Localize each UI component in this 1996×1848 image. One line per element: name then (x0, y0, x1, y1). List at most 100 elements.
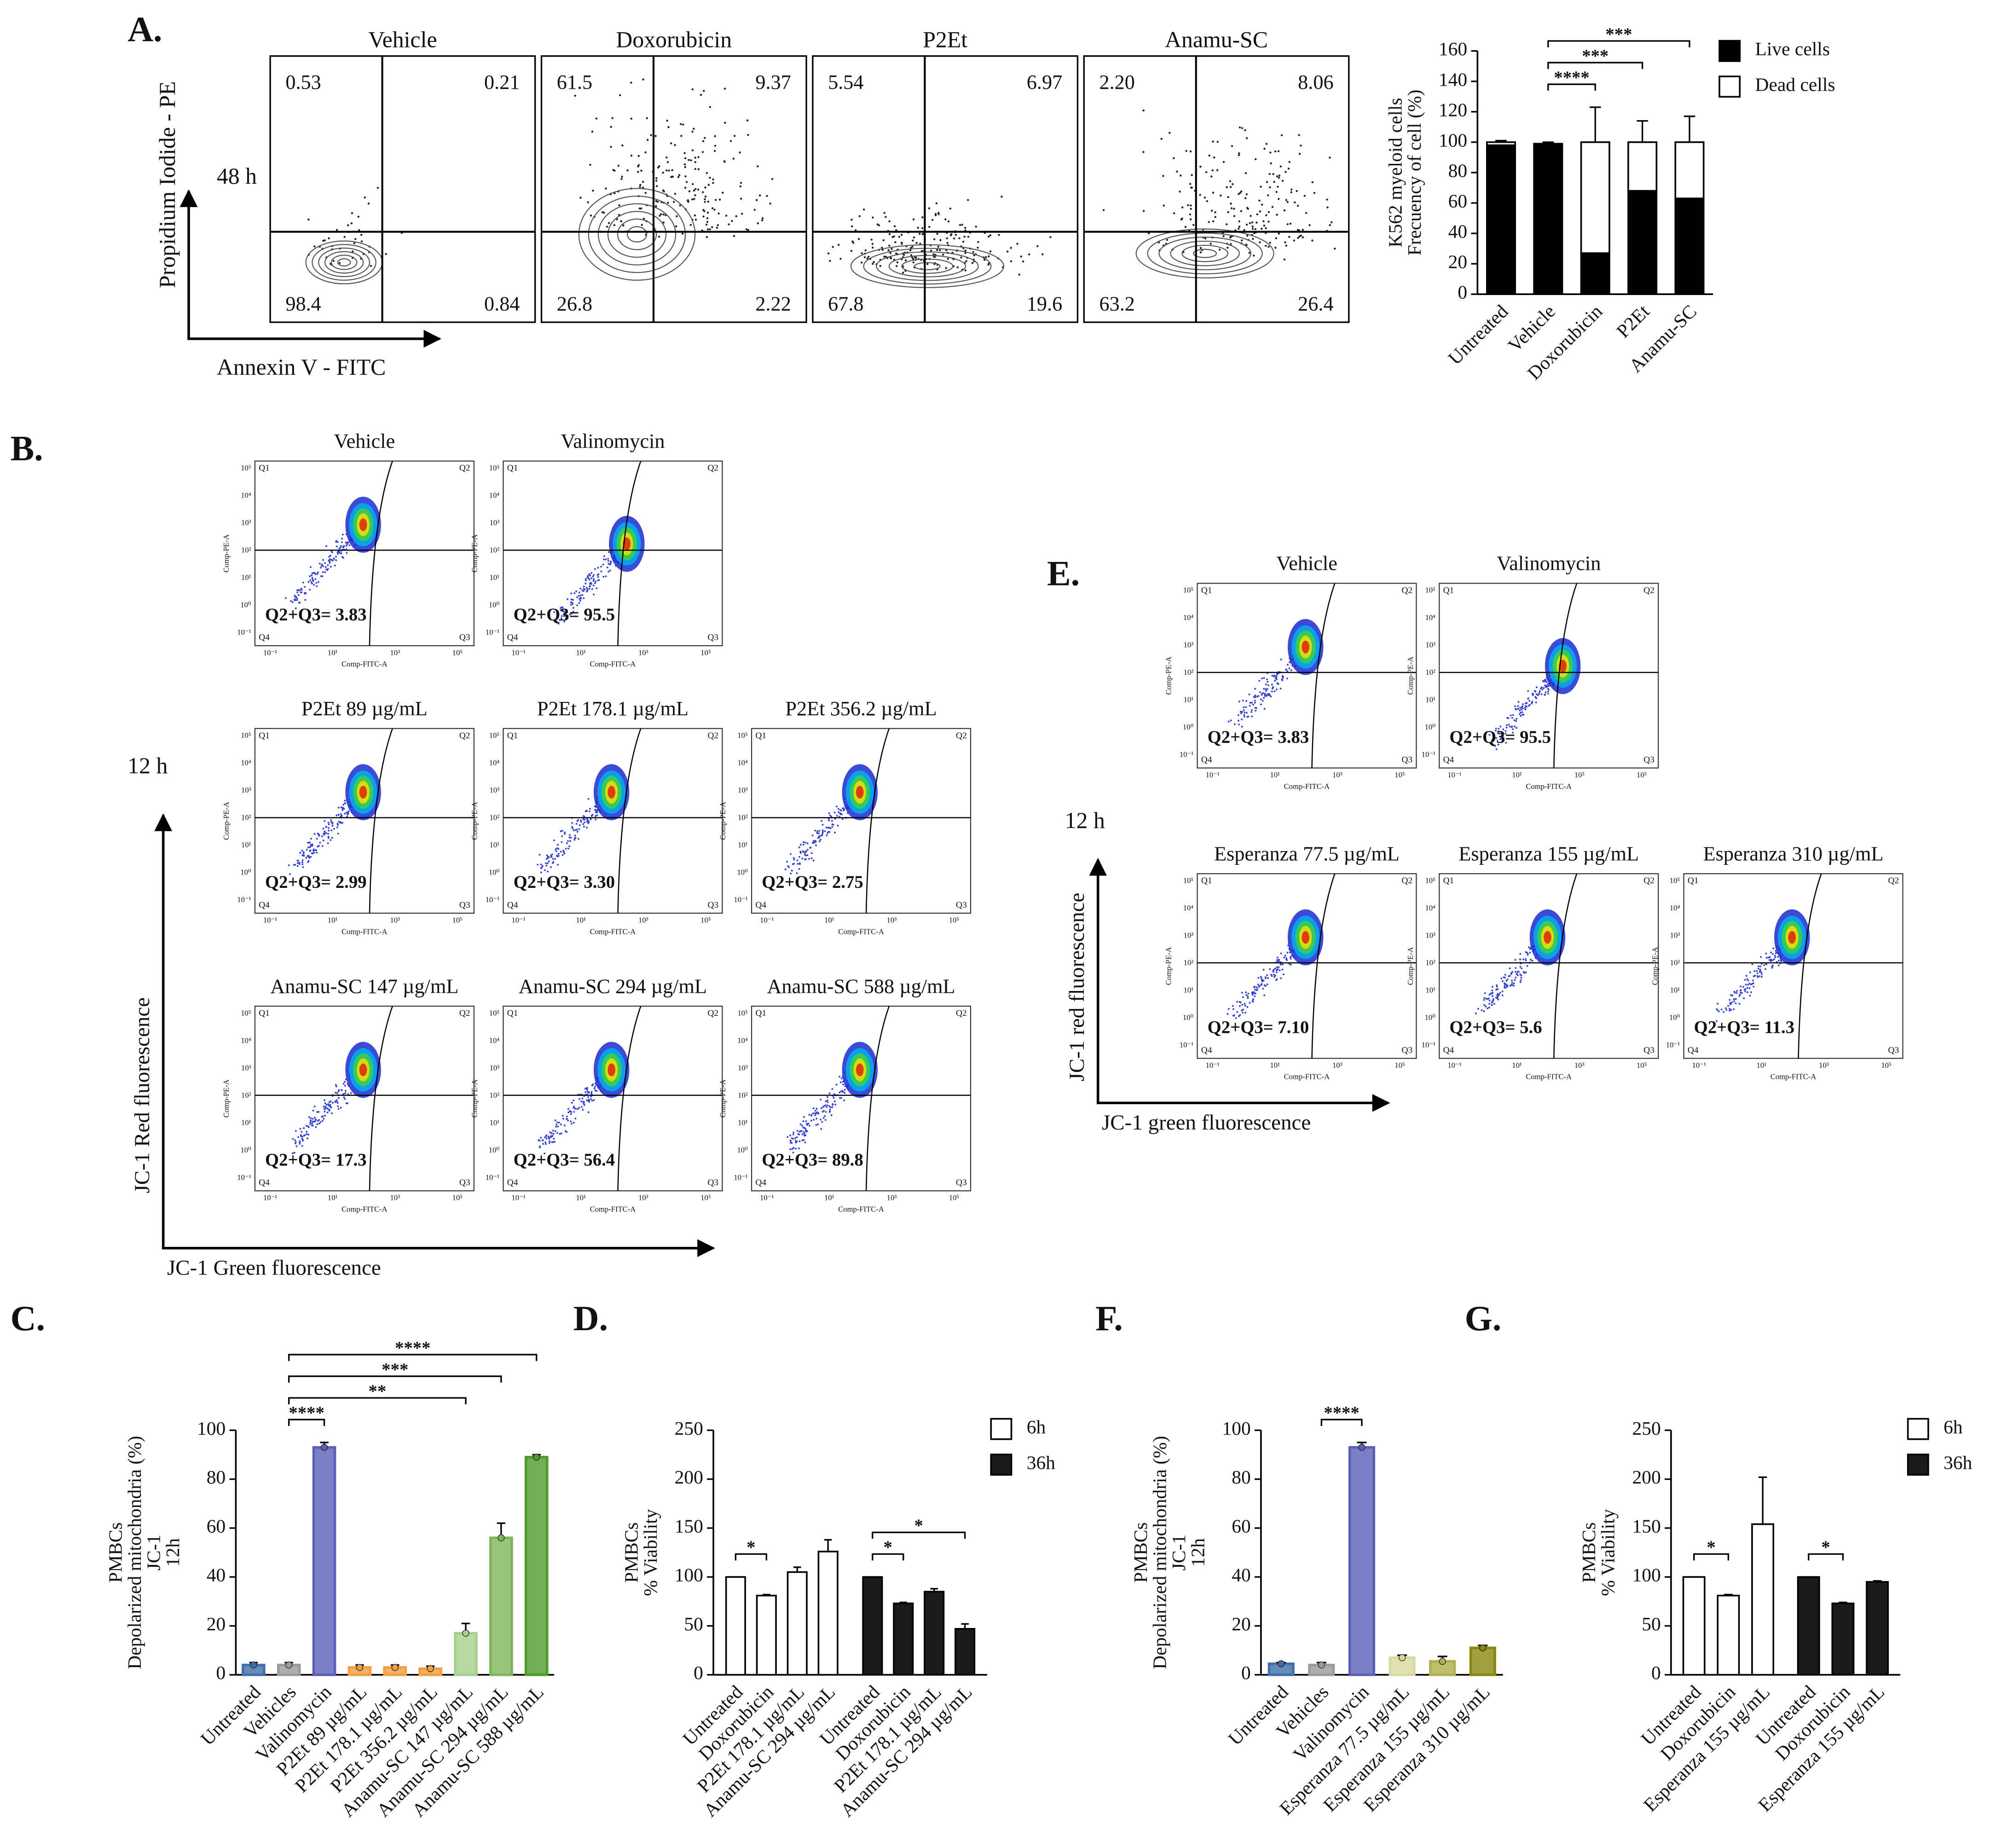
event-dot (1230, 203, 1232, 205)
y-tick-label: 100 (197, 1418, 226, 1439)
event-dot (953, 238, 955, 240)
event-dot (335, 1092, 336, 1094)
event-dot (786, 861, 788, 863)
event-dot (798, 846, 800, 849)
contour (850, 244, 1005, 288)
event-dot (342, 546, 345, 549)
quadrant-value: 5.54 (828, 71, 863, 93)
event-dot (1272, 173, 1274, 175)
event-dot (960, 256, 962, 259)
event-dot (1238, 226, 1241, 228)
event-dot (1276, 959, 1278, 961)
event-dot (989, 250, 992, 253)
y-tick-label: 10² (738, 813, 748, 822)
event-dot (1278, 176, 1280, 179)
event-dot (965, 260, 967, 262)
event-dot (548, 1142, 550, 1144)
event-dot (1251, 709, 1253, 711)
significance-bracket (735, 1553, 767, 1561)
event-dot (324, 1115, 326, 1117)
event-dot (1278, 960, 1280, 962)
event-dot (1532, 693, 1534, 695)
axis-name: Comp-PE-A (718, 1079, 727, 1118)
event-dot (342, 1093, 345, 1095)
bar (1797, 1576, 1820, 1676)
event-dot (1241, 239, 1243, 242)
event-dot (1280, 134, 1283, 137)
legend-swatch (1718, 75, 1741, 98)
event-dot (806, 1130, 808, 1132)
event-dot (883, 212, 885, 214)
event-dot (1545, 686, 1547, 689)
density-core (607, 786, 615, 799)
event-dot (567, 1119, 569, 1122)
flow-plot-frame (503, 728, 723, 914)
event-dot (1199, 194, 1201, 196)
event-dot (1544, 684, 1546, 687)
event-dot (1229, 186, 1232, 188)
event-dot (1227, 1013, 1229, 1015)
event-dot (297, 862, 299, 864)
contour (617, 218, 657, 250)
event-dot (554, 619, 556, 621)
event-dot (573, 1099, 575, 1101)
event-dot (317, 846, 318, 848)
event-dot (562, 1118, 564, 1120)
event-dot (656, 201, 659, 203)
event-dot (1286, 201, 1289, 203)
quadrant-name: Q3 (707, 633, 718, 643)
event-dot (607, 222, 610, 224)
event-dot (1521, 711, 1523, 713)
event-dot (693, 189, 695, 192)
event-dot (792, 1151, 794, 1153)
data-point (1318, 1661, 1325, 1669)
event-dot (1313, 191, 1316, 194)
event-dot (740, 182, 742, 184)
event-dot (580, 1100, 582, 1102)
event-dot (1526, 965, 1528, 967)
significance-bracket (1547, 40, 1690, 47)
event-dot (797, 863, 799, 865)
event-dot (553, 611, 555, 613)
x-tick-label: 10³ (638, 1193, 648, 1202)
event-dot (337, 1108, 340, 1110)
event-dot (671, 175, 674, 178)
event-dot (1266, 974, 1268, 976)
event-dot (310, 838, 312, 840)
event-dot (1495, 727, 1497, 730)
event-dot (341, 541, 343, 543)
event-dot (1257, 695, 1260, 697)
event-dot (336, 1092, 338, 1095)
event-dot (297, 1136, 300, 1138)
panel-label: B. (11, 429, 43, 468)
quadrant-name: Q2 (1643, 585, 1655, 595)
event-dot (717, 212, 720, 215)
flow-plot-frame (1197, 873, 1417, 1059)
y-tick-label: 10³ (1184, 641, 1194, 649)
event-dot (1271, 975, 1273, 977)
gate-line (1553, 873, 1578, 1059)
event-dot (1173, 212, 1175, 214)
event-dot (587, 1111, 590, 1113)
event-dot (307, 846, 309, 848)
event-dot (1507, 985, 1509, 987)
axis-name: Comp-FITC-A (1770, 1072, 1817, 1081)
event-dot (688, 159, 690, 161)
event-dot (1276, 175, 1279, 178)
event-dot (548, 856, 550, 858)
significance-bracket (1320, 1419, 1363, 1426)
event-dot (575, 829, 577, 831)
event-dot (1733, 1008, 1735, 1010)
event-dot (1267, 220, 1270, 223)
event-dot (1493, 1002, 1496, 1005)
event-dot (311, 843, 313, 846)
event-dot (850, 219, 853, 221)
quadrant-name: Q4 (507, 633, 518, 643)
y-tick-label: 10⁻¹ (486, 895, 499, 904)
quadrant-name: Q4 (1443, 1045, 1454, 1055)
event-dot (1238, 1001, 1241, 1003)
y-tick-label: 10¹ (1184, 986, 1194, 995)
event-dot (1267, 684, 1269, 686)
quadrant-value: 26.4 (1298, 292, 1333, 315)
y-tick-label: 200 (1632, 1466, 1661, 1488)
